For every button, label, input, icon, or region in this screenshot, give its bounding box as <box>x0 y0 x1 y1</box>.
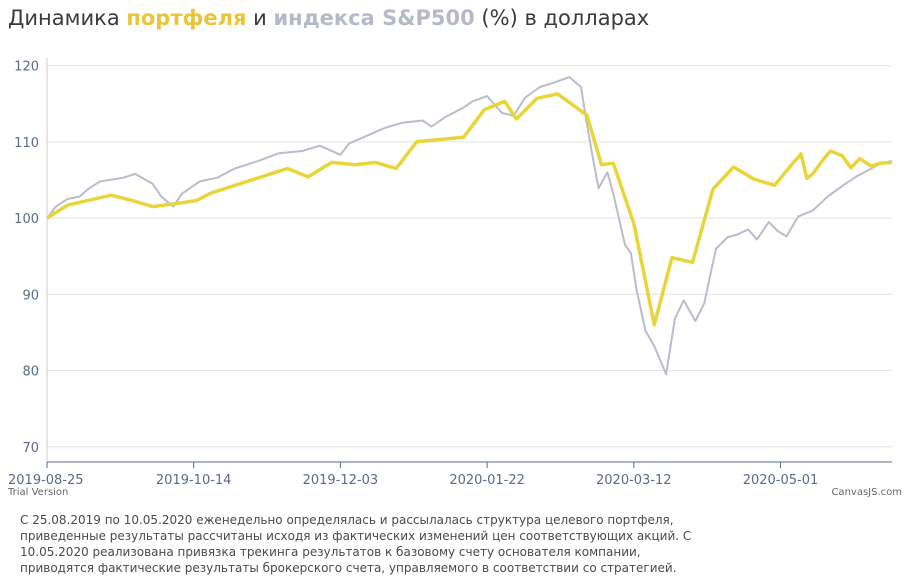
line-chart: 70 80 90 100 110 120 2019-08-25 2019-10-14 2019-… <box>7 58 902 498</box>
x-tick-label: 2019-08-25 <box>8 473 84 488</box>
trial-version-label: Trial Version <box>7 487 68 498</box>
x-tick-label: 2019-12-03 <box>303 473 379 488</box>
y-tick-label: 70 <box>22 441 39 456</box>
y-tick-label: 120 <box>14 60 39 75</box>
title-prefix: Динамика <box>8 6 127 30</box>
chart-grid <box>47 65 892 448</box>
x-tick-label: 2019-10-14 <box>156 473 232 488</box>
x-tick-label: 2020-05-01 <box>743 473 819 488</box>
x-tick-label: 2020-01-22 <box>449 473 525 488</box>
title-index-word: индекса S&P500 <box>273 6 475 30</box>
canvasjs-credit-link[interactable]: CanvasJS.com <box>831 487 902 498</box>
y-tick-label: 90 <box>22 288 39 303</box>
title-middle: и <box>246 6 274 30</box>
y-tick-label: 100 <box>14 212 39 227</box>
index-series-line <box>46 76 893 376</box>
title-portfolio-word: портфеля <box>126 6 247 30</box>
portfolio-series-line <box>46 92 893 327</box>
x-tick-label: 2020-03-12 <box>596 473 672 488</box>
y-tick-label: 110 <box>14 136 39 151</box>
footnote-text: С 25.08.2019 по 10.05.2020 еженедельно о… <box>20 513 692 575</box>
chart-axes: 70 80 90 100 110 120 2019-08-25 2019-10-14 2019-… <box>8 58 892 488</box>
chart-title: Динамика портфеля и индекса S&P500 (%) в… <box>8 6 649 30</box>
series-layer <box>46 76 893 376</box>
y-tick-label: 80 <box>22 365 39 380</box>
title-suffix: (%) в долларах <box>474 6 650 30</box>
